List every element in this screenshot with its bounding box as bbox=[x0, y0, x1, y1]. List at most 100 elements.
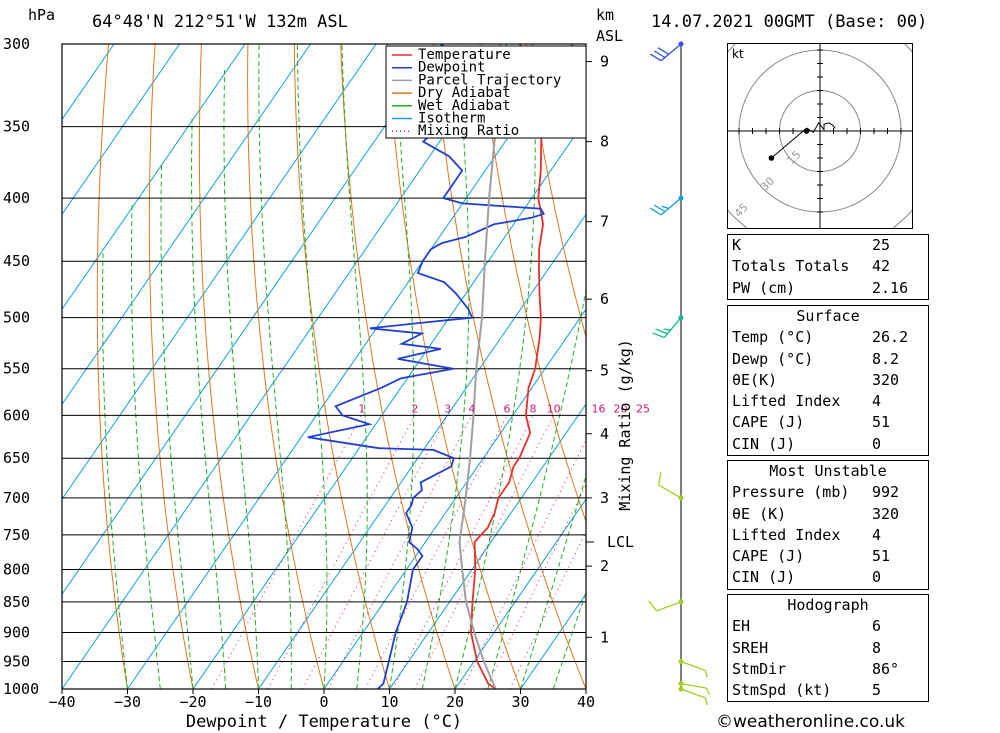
km-tick-label: 9 bbox=[600, 53, 609, 71]
wind-barb-flag bbox=[655, 328, 668, 335]
mixing-ratio-line bbox=[364, 415, 508, 689]
wet-adiabat-line bbox=[296, 44, 328, 689]
mu-label: CIN (J) bbox=[732, 568, 796, 587]
pressure-tick-label: 350 bbox=[3, 118, 30, 136]
wet-adiabat-line bbox=[160, 163, 194, 689]
wet-adiabat-line bbox=[191, 118, 227, 689]
mixing-ratio-line bbox=[302, 415, 449, 689]
pressure-tick-label: 750 bbox=[3, 526, 30, 544]
wind-barb bbox=[658, 484, 682, 499]
legend-entry: Temperature bbox=[418, 47, 511, 63]
isotherm-line bbox=[127, 44, 573, 689]
mixing-ratio-line bbox=[462, 439, 586, 689]
surface-value: 4 bbox=[872, 392, 882, 411]
mu-value: 320 bbox=[872, 504, 900, 523]
km-tick-label: 5 bbox=[600, 362, 609, 380]
hodo-label: EH bbox=[732, 617, 751, 636]
hodograph-title: Hodograph bbox=[787, 596, 869, 614]
x-tick-label: 20 bbox=[446, 693, 464, 711]
storm-motion-point bbox=[803, 128, 810, 134]
wind-barb-flag bbox=[652, 332, 665, 339]
mixing-ratio-label: 16 bbox=[592, 402, 606, 415]
x-tick-label: −10 bbox=[245, 693, 272, 711]
mixing-ratio-label: 4 bbox=[468, 402, 475, 415]
surface-label: Temp (°C) bbox=[732, 328, 814, 347]
hodo-label: StmSpd (kt) bbox=[732, 681, 832, 700]
hodograph-point bbox=[768, 155, 775, 161]
pressure-tick-label: 300 bbox=[3, 35, 30, 53]
wet-adiabat-line bbox=[258, 44, 292, 689]
mu-value: 992 bbox=[872, 483, 900, 502]
wind-barb-flag bbox=[704, 670, 708, 678]
pressure-tick-label: 700 bbox=[3, 489, 30, 507]
isotherm-line bbox=[454, 498, 586, 689]
dry-adiabat-line bbox=[386, 44, 521, 689]
km-tick-label: 2 bbox=[600, 557, 609, 575]
dry-adiabat-line bbox=[148, 44, 194, 689]
height-unit-label: km bbox=[596, 6, 615, 24]
surface-label: θE(K) bbox=[732, 370, 778, 389]
dry-adiabat-line bbox=[525, 44, 586, 339]
mixing-ratio-axis-label: Mixing Ratio (g/kg) bbox=[616, 339, 634, 511]
isotherm-line bbox=[62, 44, 442, 595]
mixing-ratio-label: 10 bbox=[547, 402, 561, 415]
mixing-ratio-label: 6 bbox=[504, 402, 511, 415]
hodo-value: 6 bbox=[872, 617, 882, 636]
surface-value: 0 bbox=[872, 434, 882, 453]
mixing-ratio-label: 3 bbox=[444, 402, 451, 415]
mixing-ratio-label: 8 bbox=[529, 402, 536, 415]
wet-adiabat-line bbox=[131, 204, 161, 689]
legend-entry: Dewpoint bbox=[418, 60, 485, 76]
surface-value: 26.2 bbox=[872, 328, 909, 347]
wind-barb-flag bbox=[657, 472, 662, 486]
isotherm-line bbox=[62, 44, 246, 311]
pw-label: PW (cm) bbox=[732, 278, 796, 297]
km-tick-label: 1 bbox=[600, 628, 609, 646]
mu-label: θE (K) bbox=[732, 504, 787, 523]
km-tick-label: 7 bbox=[600, 213, 609, 231]
legend-box bbox=[385, 45, 587, 139]
isotherm-line bbox=[62, 44, 311, 406]
pressure-tick-label: 600 bbox=[3, 406, 30, 424]
mixing-ratio-label: 2 bbox=[411, 402, 418, 415]
plot-frame bbox=[61, 43, 587, 690]
mu-value: 51 bbox=[872, 547, 891, 566]
wet-adiabat-line bbox=[487, 287, 586, 689]
legend-entry: Dry Adiabat bbox=[418, 85, 511, 101]
x-tick-label: −20 bbox=[179, 693, 206, 711]
pressure-tick-label: 550 bbox=[3, 360, 30, 378]
mixing-ratio-label: 20 bbox=[614, 402, 628, 415]
wet-adiabat-line bbox=[389, 44, 415, 689]
wind-barb-flag bbox=[649, 53, 662, 62]
surface-value: 51 bbox=[872, 413, 891, 432]
wind-barb-flag bbox=[704, 697, 708, 706]
dewpoint-profile bbox=[307, 44, 546, 689]
surface-label: CAPE (J) bbox=[732, 413, 805, 432]
datetime-label: 14.07.2021 00GMT (Base: 00) bbox=[651, 12, 928, 32]
pressure-tick-label: 400 bbox=[3, 189, 30, 207]
isotherm-line bbox=[62, 44, 180, 216]
isotherm-line bbox=[258, 213, 586, 689]
wind-barb bbox=[680, 660, 706, 672]
mixing-ratio-label: 25 bbox=[636, 402, 650, 415]
hodo-label: SREH bbox=[732, 638, 769, 657]
pressure-tick-label: 900 bbox=[3, 624, 30, 642]
hodograph-ring-label: 30 bbox=[758, 175, 777, 194]
x-tick-label: 0 bbox=[319, 693, 328, 711]
mu-label: Lifted Index bbox=[732, 525, 841, 544]
hodo-value: 86° bbox=[872, 659, 900, 678]
wet-adiabat-line bbox=[223, 70, 259, 689]
surface-value: 8.2 bbox=[872, 349, 900, 368]
hodograph-trace-segment bbox=[771, 127, 808, 159]
pw-value: 2.16 bbox=[872, 278, 909, 297]
hodograph-ring-label: 15 bbox=[784, 148, 803, 167]
height-unit-asl-label: ASL bbox=[596, 27, 624, 45]
surface-table: Surface Temp (°C) 26.2 Dewp (°C) 8.2 θE(K)… bbox=[727, 305, 929, 457]
wind-barb-flag bbox=[648, 600, 658, 612]
most-unstable-table: Most Unstable Pressure (mb) 992 θE (K) 320… bbox=[727, 460, 929, 590]
wind-barb-flag bbox=[661, 205, 669, 210]
km-tick-label: 3 bbox=[600, 489, 609, 507]
hodograph-unit-label: kt bbox=[732, 47, 744, 61]
